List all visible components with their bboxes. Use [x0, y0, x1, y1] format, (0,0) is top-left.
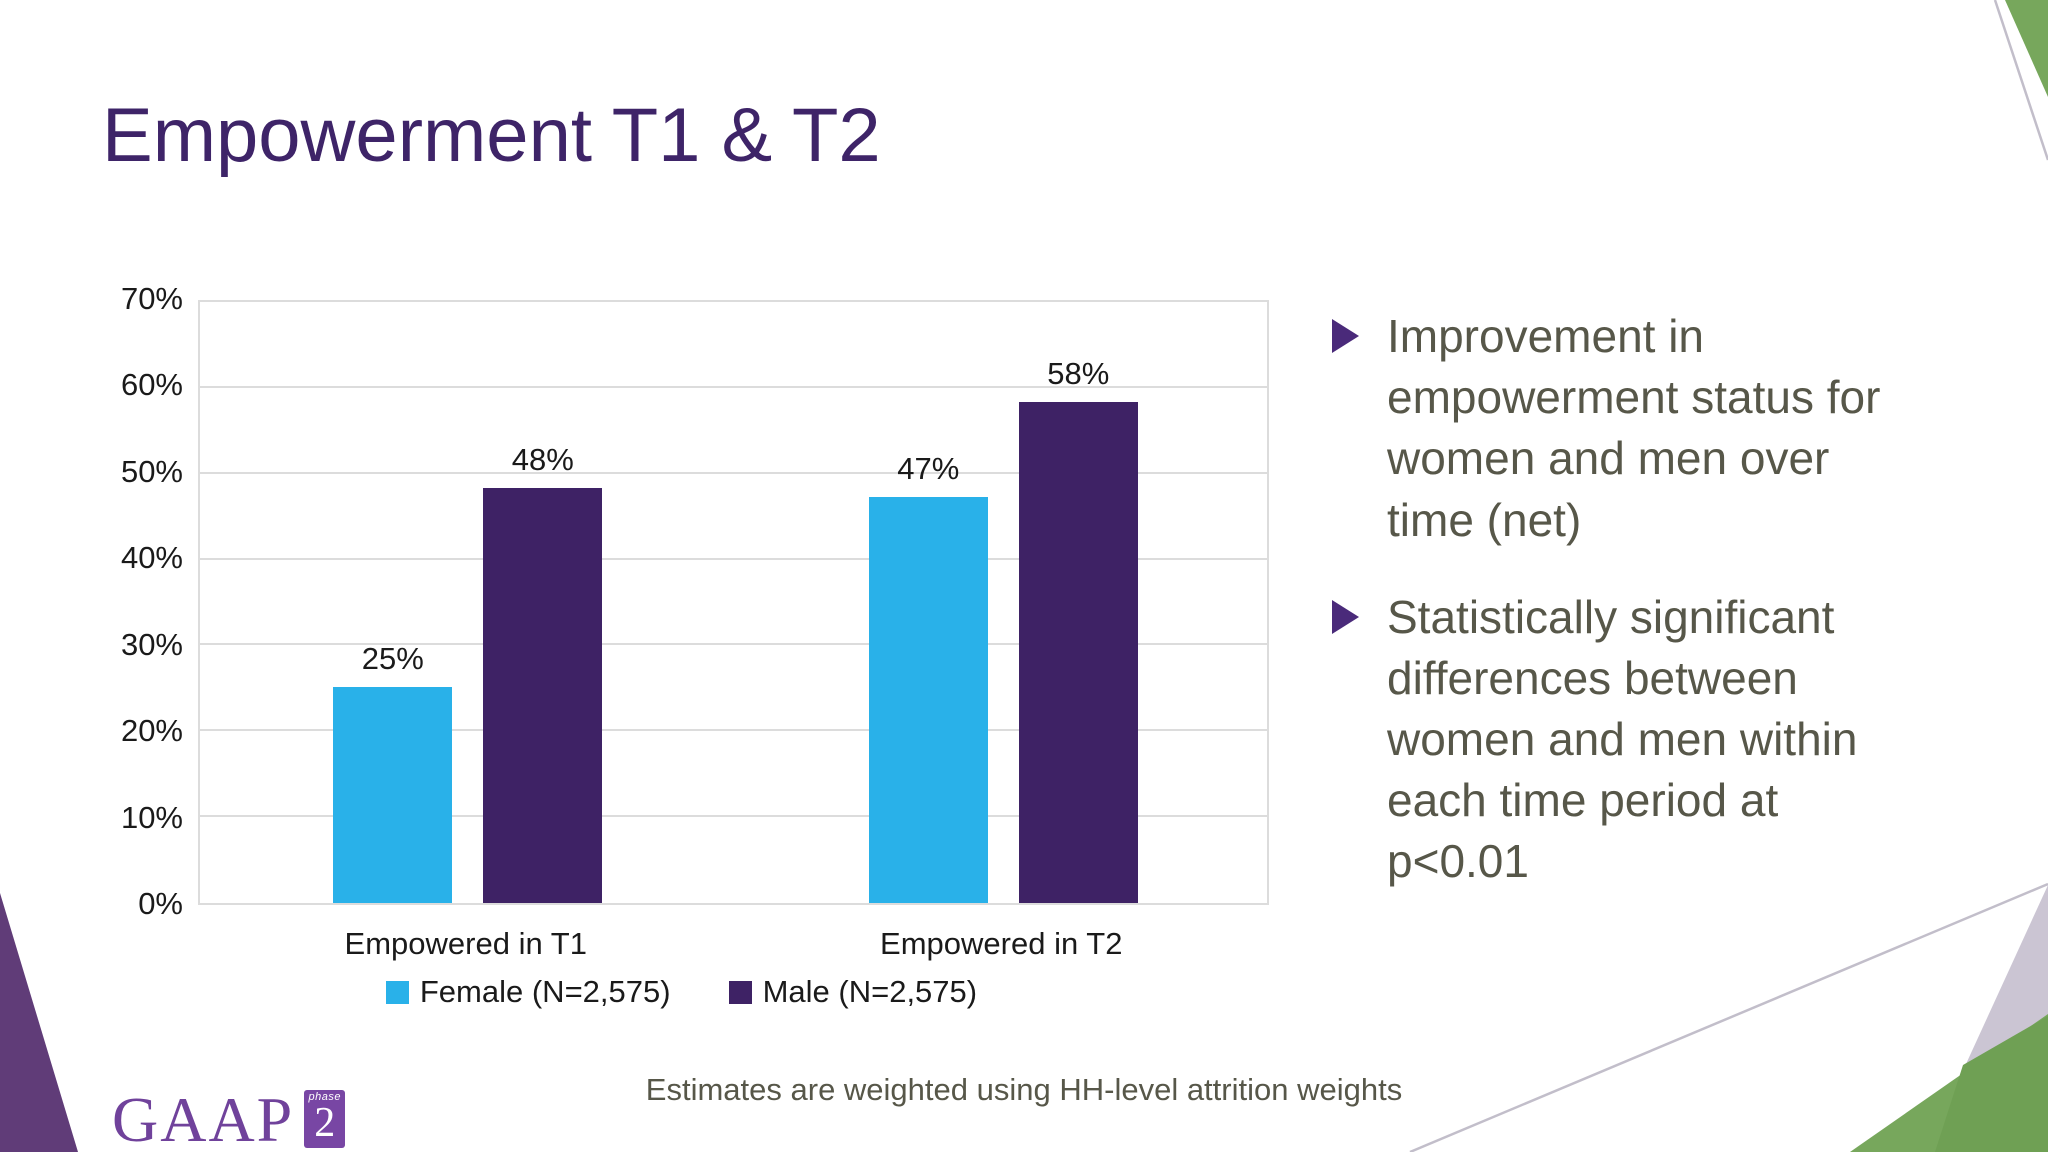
bar-value-label: 25%: [361, 640, 424, 676]
y-axis-tick-label: 0%: [138, 886, 183, 921]
legend-item: Male (N=2,575): [728, 974, 978, 1010]
legend-label: Female (N=2,575): [419, 974, 671, 1009]
bar-male-t1: [483, 488, 603, 903]
bullet-item: Improvement in empowerment status for wo…: [1332, 306, 1972, 551]
y-axis-tick-label: 20%: [120, 713, 183, 749]
bar-female-t1: [333, 686, 453, 903]
logo-phase-number: 2: [314, 1100, 336, 1146]
bottom-right-lavender-triangle: [1966, 885, 2048, 1064]
bullet-item: Statistically significant differences be…: [1332, 587, 1972, 893]
legend-swatch: [728, 980, 752, 1004]
bar-value-label: 47%: [897, 450, 960, 486]
gridline: [200, 471, 1267, 474]
y-axis-tick-label: 40%: [120, 540, 183, 576]
legend-swatch: [385, 980, 409, 1004]
bullet-list: Improvement in empowerment status for wo…: [1332, 306, 1972, 929]
bullet-text: Statistically significant differences be…: [1387, 590, 1858, 888]
gridline: [200, 643, 1267, 646]
gridline: [200, 557, 1267, 560]
legend-item: Female (N=2,575): [385, 974, 671, 1010]
chart-legend: Female (N=2,575) Male (N=2,575): [146, 974, 1217, 1010]
slide-title: Empowerment T1 & T2: [102, 93, 881, 178]
logo-phase2-box: phase 2: [304, 1090, 346, 1148]
plot-area: 25% 48% 47% 58%: [198, 300, 1269, 905]
bar-female-t2: [868, 496, 988, 903]
bullet-triangle-icon: [1332, 599, 1359, 634]
y-axis-tick-label: 60%: [120, 367, 183, 403]
bar-male-t2: [1018, 401, 1138, 903]
gridline: [200, 729, 1267, 732]
gridline: [200, 385, 1267, 388]
category-label: Empowered in T2: [880, 926, 1123, 961]
bullet-text: Improvement in empowerment status for wo…: [1387, 310, 1881, 546]
bullet-triangle-icon: [1332, 319, 1359, 353]
category-label: Empowered in T1: [344, 926, 587, 961]
legend-label: Male (N=2,575): [762, 974, 978, 1009]
bottom-left-purple-wedge: [0, 893, 78, 1152]
bar-value-label: 58%: [1047, 355, 1110, 391]
bar-value-label: 48%: [511, 442, 574, 478]
logo-word: GAAP: [112, 1084, 295, 1152]
y-axis-tick-label: 50%: [120, 453, 183, 489]
y-axis-tick-label: 10%: [120, 799, 183, 835]
y-axis-tick-label: 70%: [120, 281, 183, 316]
y-axis-tick-label: 30%: [120, 626, 183, 662]
top-right-diagonal-line: [1993, 0, 2048, 161]
gridline: [200, 815, 1267, 818]
logo-phase-label: phase: [308, 1091, 341, 1103]
footer-note: Estimates are weighted using HH-level at…: [645, 1072, 1403, 1107]
gaap2-logo: GAAP phase 2: [112, 1084, 346, 1152]
top-right-green-triangle: [2005, 0, 2048, 97]
